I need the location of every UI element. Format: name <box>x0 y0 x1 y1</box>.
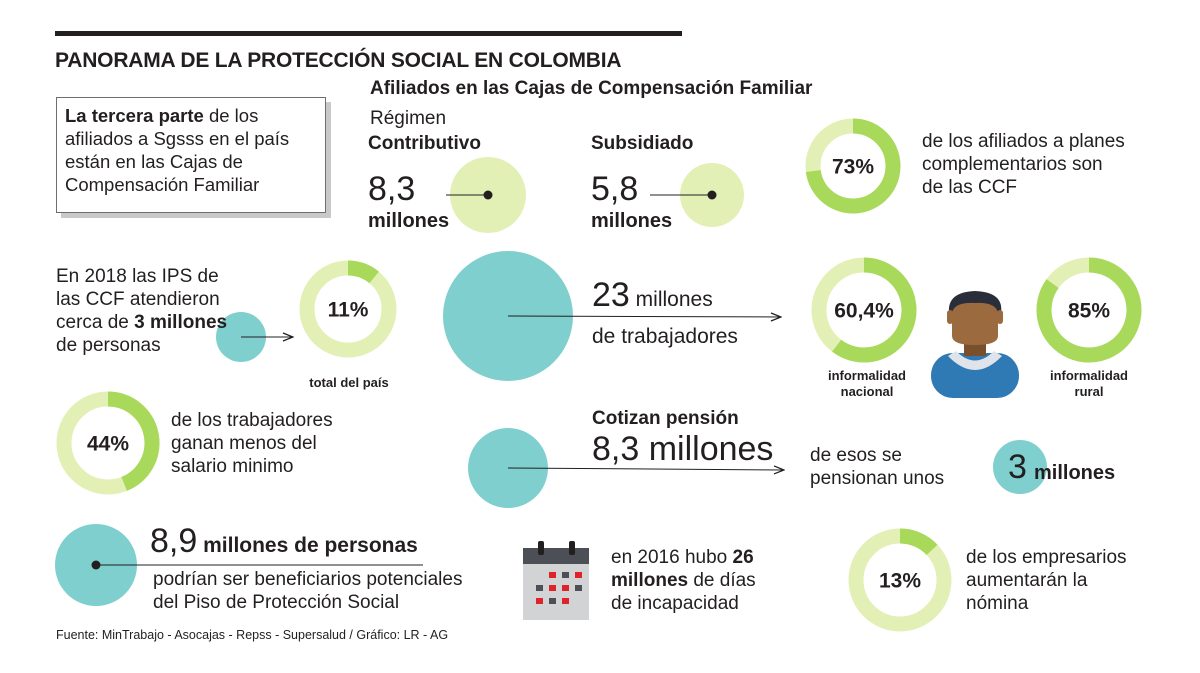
donut-11: 11% <box>299 260 397 358</box>
salario-line-1: de los trabajadores <box>171 410 333 431</box>
piso-line-3: del Piso de Protección Social <box>153 592 400 613</box>
calendar-icon <box>523 541 589 620</box>
subsidiado-dot <box>707 190 717 200</box>
donut-value-arc <box>899 528 938 556</box>
informalidad-nacional-1: informalidad <box>827 368 906 383</box>
donut-percent-label: 13% <box>879 570 921 593</box>
piso-value: 8,9 <box>150 522 198 560</box>
piso-unit: millones de personas <box>197 534 418 557</box>
ips-line-4: de personas <box>56 335 161 356</box>
complementarios-line-1: de los afiliados a planes <box>922 131 1125 152</box>
salario-line-2: ganan menos del <box>171 433 317 454</box>
page-title: PANORAMA DE LA PROTECCIÓN SOCIAL EN COLO… <box>55 49 622 72</box>
informalidad-nacional-caption: informalidad nacional <box>812 368 922 400</box>
trabajadores-value-row: 23 millones <box>592 276 713 315</box>
ips-line-3b: 3 millones <box>134 312 228 333</box>
empresarios-text: de los empresarios aumentarán la nómina <box>966 546 1127 615</box>
contributivo-label: Contributivo <box>368 133 481 154</box>
piso-text: podrían ser beneficiarios potenciales de… <box>153 568 462 614</box>
incapacidad-line-1: en 2016 hubo 26 <box>611 546 756 569</box>
pension-text-2: pensionan unos <box>810 468 945 489</box>
intro-bold: La tercera parte <box>65 105 204 126</box>
empresarios-line-2: aumentarán la <box>966 570 1088 591</box>
complementarios-line-2: complementarios son <box>922 154 1103 175</box>
trabajadores-label: de trabajadores <box>592 325 738 348</box>
donut-percent-label: 85% <box>1068 300 1110 323</box>
pension-value: 8,3 millones <box>592 430 774 468</box>
regimen-label: Régimen <box>370 108 447 129</box>
donut-percent-label: 60,4% <box>834 300 894 323</box>
intro-rest: de los <box>203 105 259 126</box>
pension-label: Cotizan pensión <box>592 408 739 429</box>
section-subtitle: Afiliados en las Cajas de Compensación F… <box>370 78 813 99</box>
incapacidad-line-1b: 26 <box>732 547 754 568</box>
subsidiado-value: 5,8 <box>591 170 639 208</box>
ips-caption: total del país <box>309 375 389 390</box>
donut-value-arc <box>107 391 160 491</box>
incapacidad-line-2a: millones <box>611 570 689 591</box>
incapacidad-line-3: de incapacidad <box>611 593 739 614</box>
donut-44: 44% <box>56 391 160 495</box>
subsidiado-label: Subsidiado <box>591 133 694 154</box>
worker-person-icon <box>931 291 1019 398</box>
informalidad-rural-caption: informalidad rural <box>1034 368 1144 400</box>
pension-text-1: de esos se <box>810 445 902 466</box>
trabajadores-unit: millones <box>629 288 713 311</box>
incapacidad-line-2b: de días <box>688 570 756 591</box>
piso-value-row: 8,9 millones de personas <box>150 522 418 561</box>
pension-arrow <box>507 468 784 470</box>
complementarios-line-3: de las CCF <box>922 177 1018 198</box>
donut-13: 13% <box>848 528 952 632</box>
donut-percent-label: 73% <box>832 156 874 179</box>
piso-dot <box>91 560 101 570</box>
donut-73: 73% <box>805 118 901 214</box>
intro-line-3: están en las Cajas de <box>65 151 243 172</box>
intro-line-2: afiliados a Sgsss en el país <box>65 128 290 149</box>
contributivo-unit: millones <box>368 210 450 232</box>
empresarios-line-1: de los empresarios <box>966 547 1127 568</box>
intro-box: La tercera parte de los afiliados a Sgss… <box>56 97 326 213</box>
trabajadores-value: 23 <box>592 276 630 314</box>
salario-line-3: salario minimo <box>171 456 294 477</box>
subsidiado-unit: millones <box>591 210 673 232</box>
contributivo-dot <box>483 190 493 200</box>
ips-line-2: las CCF atendieron <box>56 289 220 310</box>
ips-line-1: En 2018 las IPS de <box>56 266 219 287</box>
donut-value-arc <box>832 257 917 363</box>
incapacidad-text: en 2016 hubo 26 millones de días de inca… <box>611 546 756 615</box>
empresarios-line-3: nómina <box>966 593 1029 614</box>
incapacidad-line-1a: en 2016 hubo <box>611 547 733 568</box>
donut-percent-label: 44% <box>87 433 129 456</box>
pensionados-unit: millones <box>1034 462 1116 484</box>
contributivo-value: 8,3 <box>368 170 416 208</box>
complementarios-text: de los afiliados a planes complementario… <box>922 130 1125 199</box>
pension-text: de esos se pensionan unos <box>810 444 944 490</box>
ips-line-3: cerca de 3 millones <box>56 311 227 334</box>
donut-value-arc <box>805 118 901 214</box>
piso-line-2: podrían ser beneficiarios potenciales <box>153 569 463 590</box>
top-rule <box>55 31 682 36</box>
trabajadores-arrow <box>507 316 781 317</box>
incapacidad-line-2: millones de días <box>611 569 756 592</box>
pensionados-bubble <box>993 440 1047 494</box>
informalidad-rural-1: informalidad <box>1049 368 1128 383</box>
donut-value-arc <box>1036 257 1142 363</box>
ips-line-3a: cerca de <box>56 312 135 333</box>
intro-line-1: La tercera parte de los <box>65 104 317 127</box>
ips-text: En 2018 las IPS de las CCF atendieron ce… <box>56 265 227 357</box>
donut-85: 85% <box>1036 257 1142 363</box>
intro-line-4: Compensación Familiar <box>65 174 260 195</box>
informalidad-nacional-2: nacional <box>840 384 894 399</box>
source-note: Fuente: MinTrabajo - Asocajas - Repss - … <box>56 628 449 642</box>
donut-value-arc <box>347 260 379 284</box>
pensionados-number: 3 <box>1008 448 1027 486</box>
donut-percent-label: 11% <box>328 299 369 322</box>
informalidad-rural-2: rural <box>1074 384 1104 399</box>
donut-60: 60,4% <box>811 257 917 363</box>
salario-text: de los trabajadores ganan menos del sala… <box>171 409 333 478</box>
